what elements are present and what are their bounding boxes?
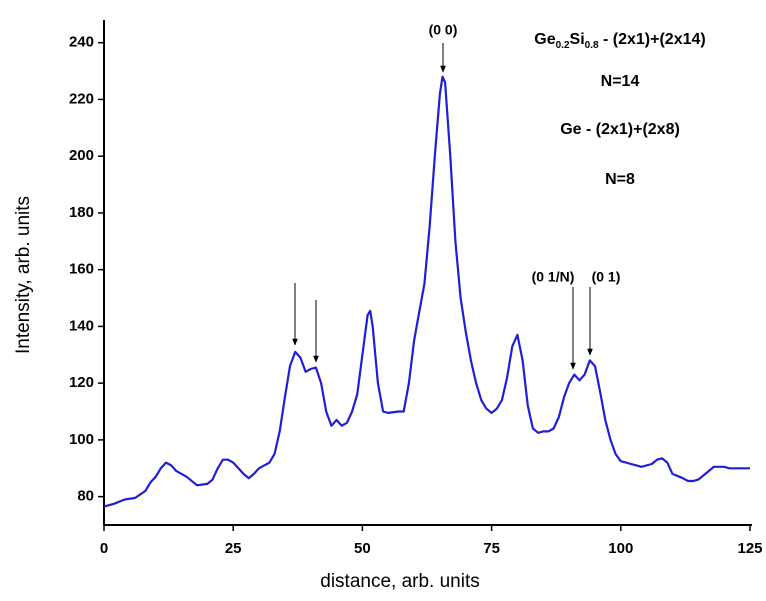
y-tick-label: 120 <box>69 374 94 391</box>
info-line: N=8 <box>605 171 635 188</box>
x-tick-label: 75 <box>483 540 500 557</box>
x-tick-label: 100 <box>608 540 633 557</box>
y-tick-label: 140 <box>69 317 94 334</box>
y-tick-label: 240 <box>69 34 94 51</box>
y-tick-label: 180 <box>69 204 94 221</box>
info-text: - (2x1)+(2x14) <box>599 31 706 48</box>
x-axis-label: distance, arb. units <box>320 571 479 592</box>
annotation: (0 0) <box>429 22 458 38</box>
y-tick-label: 220 <box>69 90 94 107</box>
info-text: Si <box>570 31 585 48</box>
info-sub: 0.8 <box>585 40 599 51</box>
data-line <box>103 75 750 508</box>
y-axis-label: Intensity, arb. units <box>13 196 34 354</box>
x-tick-label: 25 <box>225 540 242 557</box>
x-tick-label: 0 <box>100 540 108 557</box>
info-line: Ge - (2x1)+(2x8) <box>560 121 680 138</box>
info-text: Ge <box>534 31 555 48</box>
y-tick-label: 160 <box>69 261 94 278</box>
info-line: N=14 <box>601 73 640 90</box>
y-tick-label: 200 <box>69 147 94 164</box>
arrows <box>292 43 593 370</box>
info-line: Ge0.2Si0.8 - (2x1)+(2x14) <box>534 31 705 50</box>
y-tick-label: 80 <box>77 488 94 505</box>
annotation: (0 1/N) <box>532 269 575 285</box>
info-sub: 0.2 <box>556 40 570 51</box>
annotation: (0 1) <box>592 269 621 285</box>
y-tick-label: 100 <box>69 431 94 448</box>
x-tick-label: 125 <box>737 540 762 557</box>
x-tick-label: 50 <box>354 540 371 557</box>
